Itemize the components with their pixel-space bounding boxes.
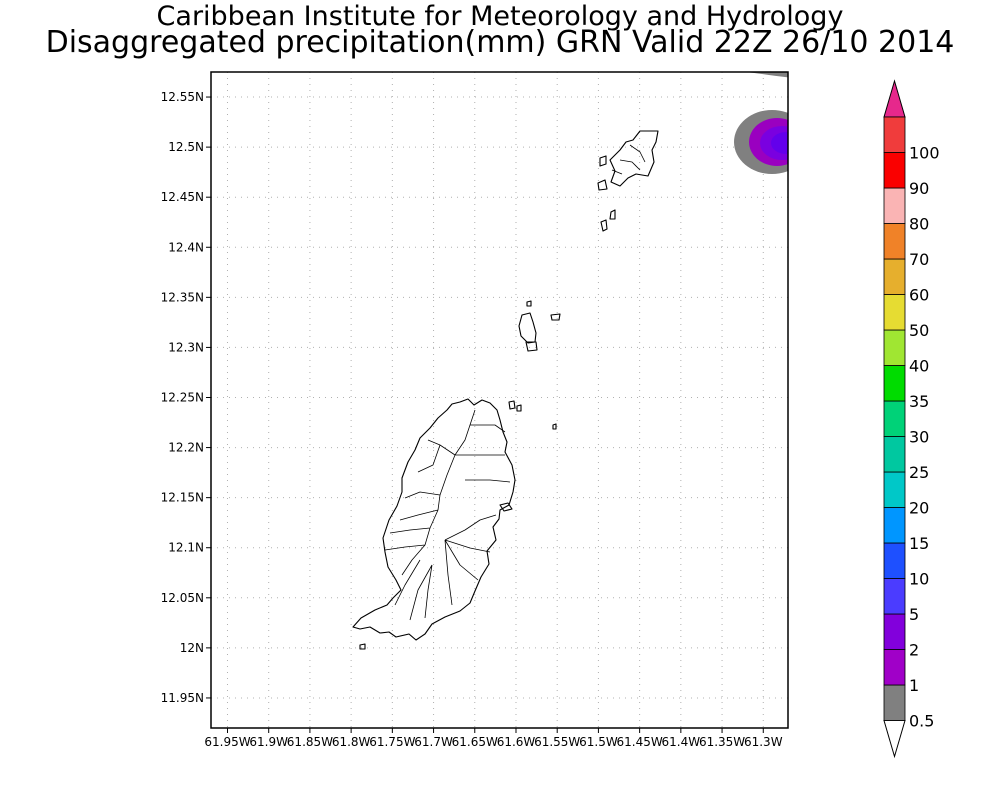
colorbar-segment [883, 223, 906, 260]
precip-band-0.5mm [745, 72, 788, 78]
x-tick-label: 61.75W [369, 735, 415, 749]
island-small-1 [597, 179, 608, 191]
island-grenada [352, 398, 516, 641]
colorbar-segment [883, 400, 906, 437]
x-tick-label: 61.6W [497, 735, 536, 749]
colorbar-label: 30 [909, 428, 929, 447]
island-petit-martinique [599, 155, 607, 167]
colorbar-over-triangle [883, 79, 906, 118]
coastlines [352, 130, 659, 650]
colorbar-segment [883, 329, 906, 366]
x-tick-label: 61.85W [287, 735, 333, 749]
colorbar-label: 60 [909, 286, 929, 305]
colorbar-under-triangle [883, 720, 906, 759]
colorbar-label: 2 [909, 641, 919, 660]
chart-subtitle: Disaggregated precipitation(mm) GRN Vali… [45, 25, 955, 60]
colorbar-segment [883, 471, 906, 508]
x-tick-label: 61.3W [744, 735, 783, 749]
island-small-3 [600, 219, 608, 232]
grid-lines [211, 72, 788, 728]
y-tick-label: 12.45N [161, 190, 204, 204]
island-small-8 [499, 502, 513, 512]
island-carriacou-detail [611, 144, 646, 175]
y-tick-label: 12.35N [161, 290, 204, 304]
island-small-6 [516, 404, 522, 412]
island-ronde [518, 312, 537, 344]
island-small-9 [359, 643, 366, 650]
x-tick-label: 61.8W [332, 735, 371, 749]
colorbar-segment [883, 187, 906, 224]
colorbar-segment [883, 578, 906, 615]
y-tick-label: 12.3N [168, 340, 204, 354]
colorbar-label: 20 [909, 499, 929, 518]
y-tick-label: 12.1N [168, 541, 204, 555]
x-tick-label: 61.7W [414, 735, 453, 749]
colorbar-label: 5 [909, 605, 919, 624]
precip-shading [734, 72, 788, 174]
colorbar-segment [883, 684, 906, 721]
colorbar-label: 40 [909, 357, 929, 376]
plot-frame [210, 71, 789, 729]
colorbar-label: 25 [909, 463, 929, 482]
colorbar-segment [883, 613, 906, 650]
y-tick-label: 12N [180, 641, 204, 655]
colorbar-label: 100 [909, 144, 940, 163]
x-tick-label: 61.45W [617, 735, 663, 749]
colorbar-segment [883, 116, 906, 153]
y-tick-label: 12.4N [168, 240, 204, 254]
colorbar-label: 0.5 [909, 712, 934, 731]
x-tick-label: 61.65W [452, 735, 498, 749]
colorbar-label: 70 [909, 250, 929, 269]
island-small-7 [552, 423, 557, 430]
y-tick-label: 12.55N [161, 90, 204, 104]
x-tick-label: 61.55W [534, 735, 580, 749]
colorbar-label: 10 [909, 570, 929, 589]
x-axis: 61.95W61.9W61.85W61.8W61.75W61.7W61.65W6… [204, 728, 783, 749]
y-tick-label: 11.95N [161, 691, 204, 705]
x-tick-label: 61.35W [699, 735, 745, 749]
island-small-2 [609, 209, 616, 220]
y-tick-label: 12.5N [168, 140, 204, 154]
colorbar-segment [883, 365, 906, 402]
colorbar-segment [883, 258, 906, 295]
y-tick-label: 12.25N [161, 390, 204, 404]
colorbar-segment [883, 436, 906, 473]
island-caille [526, 300, 532, 307]
x-tick-label: 61.95W [204, 735, 250, 749]
colorbar-segment [883, 649, 906, 686]
x-tick-label: 61.5W [579, 735, 618, 749]
island-ronde-south [525, 341, 538, 352]
colorbar-label: 90 [909, 179, 929, 198]
island-carriacou [609, 130, 659, 187]
x-tick-label: 61.4W [662, 735, 701, 749]
x-tick-label: 61.9W [249, 735, 288, 749]
colorbar-segment [883, 542, 906, 579]
colorbar-label: 35 [909, 392, 929, 411]
island-small-5 [508, 400, 516, 410]
island-small-4 [550, 313, 561, 321]
colorbar-segment [883, 507, 906, 544]
y-tick-label: 12.05N [161, 591, 204, 605]
y-axis: 12.55N 12.5N 12.45N 12.4N 12.35N 12.3N 12.25N 1… [161, 90, 211, 705]
chart-title: Caribbean Institute for Meteorology and … [156, 1, 844, 32]
y-tick-label: 12.15N [161, 491, 204, 505]
colorbar-label: 50 [909, 321, 929, 340]
y-tick-label: 12.2N [168, 441, 204, 455]
colorbar-label: 15 [909, 534, 929, 553]
colorbar-segment [883, 294, 906, 331]
island-grenada-watersheds [384, 409, 511, 621]
colorbar-label: 80 [909, 215, 929, 234]
colorbar-segment [883, 152, 906, 189]
colorbar-label: 1 [909, 676, 919, 695]
precip-cell-core [771, 132, 788, 154]
